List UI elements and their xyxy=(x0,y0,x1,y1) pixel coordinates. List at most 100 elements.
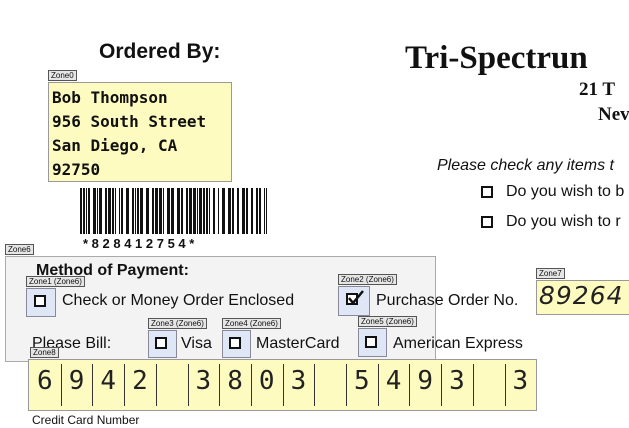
cell-divider xyxy=(504,364,506,406)
barcode-bar xyxy=(189,188,192,234)
address-line: San Diego, CA xyxy=(52,136,178,155)
po-number-zone: 89264 xyxy=(536,280,629,315)
barcode-bar xyxy=(264,188,265,234)
barcode-bar xyxy=(181,188,183,234)
barcode-bar xyxy=(88,188,90,234)
cell-divider xyxy=(314,364,316,406)
cell-divider xyxy=(60,364,62,406)
zone-label: Zone0 xyxy=(48,70,77,81)
address-zone: Bob Thompson 956 South Street San Diego,… xyxy=(48,82,232,182)
barcode-bar xyxy=(197,188,198,234)
check-item: Do you wish to b xyxy=(506,183,625,200)
address-line: Bob Thompson xyxy=(52,88,168,107)
barcode-bar xyxy=(186,188,188,234)
zone-label: Zone8 xyxy=(30,347,59,358)
barcode-bar xyxy=(146,188,149,234)
check-mark xyxy=(348,290,364,305)
barcode-bar xyxy=(112,188,114,234)
check-option: Check or Money Order Enclosed xyxy=(62,292,295,309)
barcode-bar xyxy=(137,188,139,234)
cell-divider xyxy=(282,364,284,406)
barcode-bar xyxy=(163,188,164,234)
zone-label: Zone1 (Zone6) xyxy=(26,276,85,287)
barcode-bar xyxy=(86,188,87,234)
barcode-bar xyxy=(237,188,239,234)
card-option: American Express xyxy=(393,335,523,352)
barcode-bar xyxy=(232,188,234,234)
card-number-zone: 6942 3803 5493 3 xyxy=(28,359,537,411)
barcode-bar xyxy=(119,188,120,234)
barcode-bar xyxy=(83,188,85,234)
checkbox xyxy=(155,337,167,349)
barcode-bar xyxy=(218,188,219,234)
barcode-bar xyxy=(115,188,116,234)
zone-label: Zone5 (Zone6) xyxy=(358,316,417,327)
company-address: Nev xyxy=(598,104,629,125)
card-number-group: 6942 xyxy=(37,366,164,396)
barcode-bar xyxy=(121,188,123,234)
barcode-bar xyxy=(155,188,158,234)
zone-label: Zone3 (Zone6) xyxy=(148,318,207,329)
zone-label: Zone7 xyxy=(536,268,565,279)
barcode-bar xyxy=(242,188,245,234)
barcode-bar xyxy=(213,188,215,234)
po-option: Purchase Order No. xyxy=(376,292,519,309)
card-number-group: 5493 xyxy=(354,366,481,396)
company-address: 21 T xyxy=(579,79,616,100)
barcode-bar xyxy=(97,188,98,234)
barcode-bar xyxy=(193,188,196,234)
card-number-group: 3 xyxy=(512,366,545,396)
barcode-bar xyxy=(251,188,253,234)
cell-divider xyxy=(219,364,221,406)
cell-divider xyxy=(441,364,443,406)
cell-divider xyxy=(124,364,126,406)
barcode xyxy=(80,188,267,234)
card-number-group: 3803 xyxy=(195,366,323,396)
barcode-bar xyxy=(266,188,267,234)
address-line: 92750 xyxy=(52,160,101,179)
barcode-bar xyxy=(199,188,202,234)
barcode-bar xyxy=(93,188,96,234)
barcode-bar xyxy=(159,188,162,234)
cell-divider xyxy=(187,364,189,406)
cell-divider xyxy=(472,364,474,406)
checkbox xyxy=(481,216,493,228)
company-name: Tri-Spectrun xyxy=(405,40,588,76)
barcode-bar xyxy=(80,188,82,234)
barcode-bar xyxy=(228,188,231,234)
address-line: 956 South Street xyxy=(52,112,207,131)
barcode-text: * 8 2 8 4 1 2 7 5 4 * xyxy=(83,236,195,251)
check-zone xyxy=(26,288,56,317)
po-number: 89264 xyxy=(539,281,624,310)
checkbox xyxy=(229,337,241,349)
barcode-bar xyxy=(152,188,154,234)
barcode-bar xyxy=(259,188,261,234)
barcode-bar xyxy=(99,188,102,234)
barcode-bar xyxy=(135,188,136,234)
barcode-bar xyxy=(132,188,134,234)
barcode-bar xyxy=(108,188,111,234)
barcode-bar xyxy=(126,188,129,234)
barcode-bar xyxy=(177,188,180,234)
barcode-bar xyxy=(206,188,208,234)
barcode-bar xyxy=(209,188,210,234)
barcode-bar xyxy=(167,188,170,234)
barcode-bar xyxy=(203,188,205,234)
checkbox xyxy=(481,186,493,198)
ordered-by-heading: Ordered By: xyxy=(99,40,221,63)
card-number-label: Credit Card Number xyxy=(32,413,140,427)
checkbox xyxy=(34,295,46,307)
card-option: MasterCard xyxy=(256,335,340,352)
barcode-bar xyxy=(246,188,248,234)
cell-divider xyxy=(377,364,379,406)
cell-divider xyxy=(250,364,252,406)
payment-heading: Method of Payment: xyxy=(36,262,189,279)
cell-divider xyxy=(155,364,157,406)
cell-divider xyxy=(92,364,94,406)
zone-label: Zone6 xyxy=(5,244,34,255)
cell-divider xyxy=(409,364,411,406)
zone-label: Zone2 (Zone6) xyxy=(338,274,397,285)
checks-prompt: Please check any items t xyxy=(437,157,614,174)
barcode-bar xyxy=(140,188,143,234)
